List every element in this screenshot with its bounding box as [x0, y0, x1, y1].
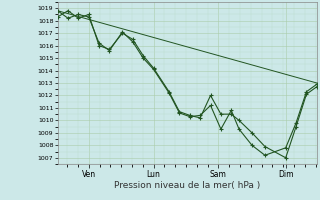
X-axis label: Pression niveau de la mer( hPa ): Pression niveau de la mer( hPa ) [114, 181, 260, 190]
